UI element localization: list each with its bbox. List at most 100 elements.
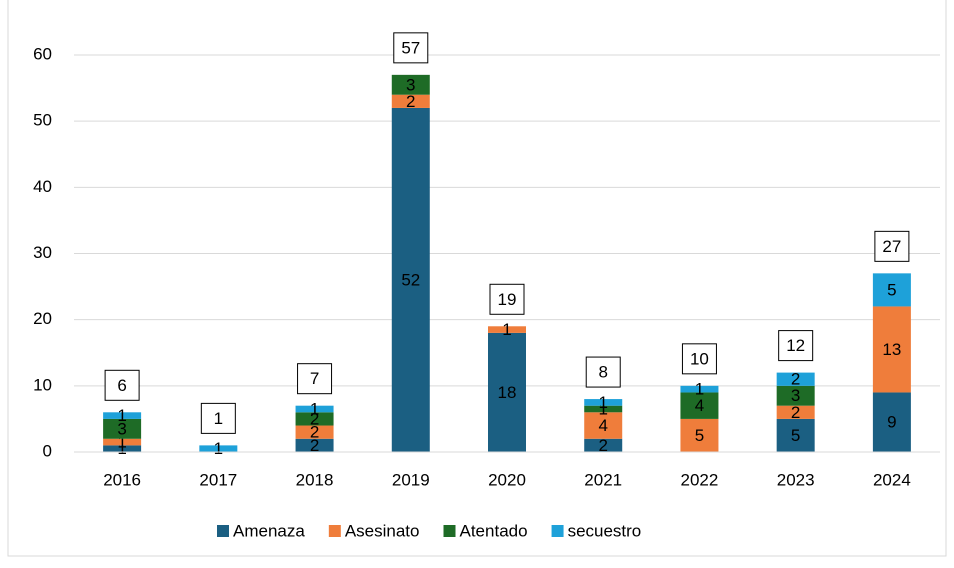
data-label: 52 bbox=[401, 270, 420, 289]
bar-segment bbox=[199, 445, 238, 452]
data-label: 2 bbox=[791, 403, 800, 422]
bar-segment bbox=[872, 273, 911, 307]
x-tick-label: 2020 bbox=[488, 470, 526, 489]
data-label: 1 bbox=[117, 439, 126, 458]
data-label: 2 bbox=[598, 436, 607, 455]
data-label: 3 bbox=[791, 386, 800, 405]
bar-segment bbox=[872, 306, 911, 393]
y-tick-label: 20 bbox=[33, 309, 52, 328]
bar-segment bbox=[584, 399, 623, 406]
y-tick-label: 10 bbox=[33, 375, 52, 394]
legend-swatch bbox=[443, 525, 456, 537]
total-label: 8 bbox=[598, 363, 607, 382]
total-box bbox=[681, 343, 717, 375]
data-label: 3 bbox=[406, 75, 415, 94]
data-label: 1 bbox=[117, 433, 126, 452]
total-box bbox=[200, 402, 236, 434]
x-tick-label: 2017 bbox=[199, 470, 237, 489]
y-tick-label: 30 bbox=[33, 243, 52, 262]
x-tick-label: 2023 bbox=[777, 470, 815, 489]
legend-label: secuestro bbox=[568, 521, 642, 540]
data-label: 1 bbox=[117, 406, 126, 425]
total-box bbox=[104, 369, 140, 401]
y-tick-label: 50 bbox=[33, 111, 52, 130]
data-label: 1 bbox=[502, 320, 511, 339]
bar-segment bbox=[776, 372, 815, 386]
legend-label: Asesinato bbox=[345, 521, 420, 540]
total-box bbox=[489, 283, 525, 315]
data-label: 3 bbox=[117, 419, 126, 438]
data-label: 5 bbox=[695, 426, 704, 445]
data-label: 1 bbox=[598, 393, 607, 412]
bar-segment bbox=[391, 74, 430, 95]
data-label: 1 bbox=[598, 399, 607, 418]
bar-segment bbox=[103, 412, 142, 419]
total-box bbox=[778, 330, 814, 362]
data-label: 4 bbox=[598, 416, 607, 435]
legend-swatch bbox=[328, 525, 341, 537]
x-tick-label: 2016 bbox=[103, 470, 141, 489]
data-label: 2 bbox=[791, 370, 800, 389]
bar-segment bbox=[295, 438, 334, 452]
total-label: 19 bbox=[498, 290, 517, 309]
bar-segment bbox=[776, 405, 815, 419]
bar-segment bbox=[776, 385, 815, 406]
bar-segment bbox=[488, 326, 526, 333]
bar-segment bbox=[391, 107, 430, 452]
data-label: 1 bbox=[310, 399, 319, 418]
bar-segment bbox=[680, 392, 719, 419]
bar-segment bbox=[488, 332, 526, 452]
bar-segment bbox=[680, 385, 719, 393]
x-tick-label: 2022 bbox=[681, 470, 719, 489]
data-label: 2 bbox=[310, 423, 319, 442]
data-label: 2 bbox=[406, 92, 415, 111]
data-label: 4 bbox=[695, 396, 704, 415]
bar-segment bbox=[103, 438, 142, 446]
bar-segment bbox=[295, 405, 334, 413]
bar-segment bbox=[295, 425, 334, 439]
x-tick-label: 2024 bbox=[873, 470, 911, 489]
total-label: 12 bbox=[786, 336, 805, 355]
bar-segment bbox=[680, 418, 719, 452]
data-label: 5 bbox=[791, 426, 800, 445]
total-box bbox=[874, 230, 910, 262]
total-box bbox=[297, 363, 333, 395]
x-tick-label: 2021 bbox=[584, 470, 622, 489]
total-box bbox=[393, 32, 429, 64]
total-label: 7 bbox=[310, 369, 319, 388]
data-label: 5 bbox=[887, 280, 896, 299]
total-label: 1 bbox=[214, 409, 223, 428]
total-box bbox=[585, 356, 621, 388]
x-tick-label: 2019 bbox=[392, 470, 430, 489]
x-tick-label: 2018 bbox=[296, 470, 334, 489]
bar-segment bbox=[584, 412, 623, 439]
bar-segment bbox=[776, 418, 815, 452]
legend-swatch bbox=[217, 525, 229, 537]
chart-border bbox=[7, 0, 947, 557]
y-tick-label: 60 bbox=[33, 44, 52, 63]
bar-segment bbox=[584, 438, 623, 452]
bar-segment bbox=[391, 94, 430, 108]
data-label: 2 bbox=[310, 409, 319, 428]
total-label: 10 bbox=[690, 349, 709, 368]
data-label: 2 bbox=[310, 436, 319, 455]
total-label: 27 bbox=[882, 237, 901, 256]
data-label: 9 bbox=[887, 413, 896, 432]
bar-segment bbox=[295, 412, 334, 426]
data-label: 18 bbox=[498, 383, 517, 402]
bar-segment bbox=[103, 445, 142, 452]
y-tick-label: 40 bbox=[33, 177, 52, 196]
legend-swatch bbox=[551, 525, 564, 537]
total-label: 6 bbox=[117, 376, 126, 395]
legend-label: Atentado bbox=[460, 521, 528, 540]
bar-segment bbox=[872, 392, 911, 452]
bar-segment bbox=[584, 405, 623, 413]
bar-segment bbox=[103, 418, 142, 439]
y-tick-label: 0 bbox=[43, 441, 52, 460]
data-label: 1 bbox=[214, 439, 223, 458]
legend-label: Amenaza bbox=[233, 521, 305, 540]
data-label: 13 bbox=[882, 340, 901, 359]
data-label: 1 bbox=[695, 380, 704, 399]
total-label: 57 bbox=[401, 38, 420, 57]
